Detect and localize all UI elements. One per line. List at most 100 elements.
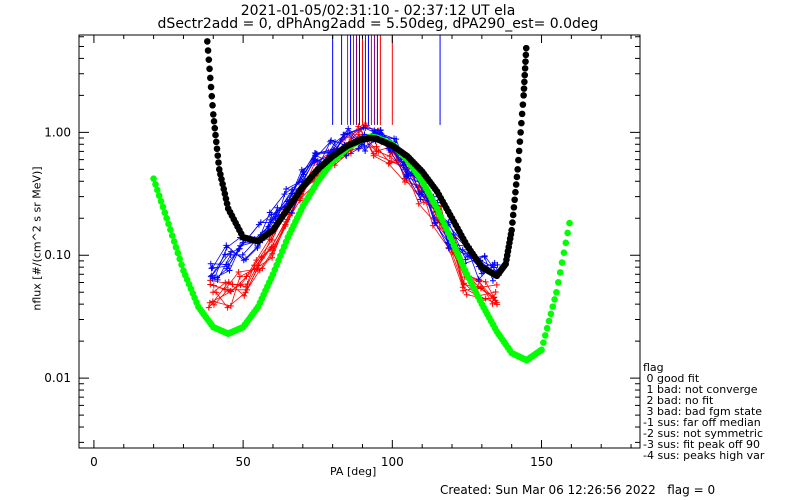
green-fit-point bbox=[538, 346, 545, 354]
green-fit-point bbox=[541, 332, 549, 339]
black-fit-point bbox=[521, 71, 529, 79]
data-point-blue bbox=[431, 214, 438, 221]
data-point-blue bbox=[223, 242, 230, 249]
y-tick-label: 0.10 bbox=[44, 248, 71, 262]
black-fit-point bbox=[515, 156, 522, 164]
green-fit-point bbox=[161, 209, 169, 216]
data-point-blue bbox=[417, 196, 424, 203]
flag-legend-item: 2 bad: no fit bbox=[643, 394, 714, 407]
data-point-red bbox=[222, 279, 229, 286]
flag-legend-item: -3 sus: fit peak off 90 bbox=[643, 438, 760, 451]
black-fit-point bbox=[204, 47, 212, 54]
footer-created: Created: Sun Mar 06 12:26:56 2022 flag =… bbox=[440, 483, 715, 497]
black-fit-point bbox=[210, 117, 218, 125]
data-point-blue bbox=[360, 124, 367, 131]
x-tick-label: 0 bbox=[90, 455, 98, 469]
data-point-blue bbox=[419, 188, 426, 195]
data-point-red bbox=[269, 254, 276, 261]
data-point-blue bbox=[481, 252, 488, 259]
data-point-red bbox=[482, 295, 489, 302]
y-tick-label: 1.00 bbox=[44, 125, 71, 139]
green-fit-point bbox=[157, 197, 165, 205]
y-axis-label: nflux [#/(cm^2 s sr MeV)] bbox=[30, 166, 44, 311]
data-point-red bbox=[224, 304, 231, 311]
data-trace-blue bbox=[217, 126, 500, 280]
data-point-blue bbox=[343, 152, 350, 159]
data-point-blue bbox=[408, 170, 415, 177]
data-point-blue bbox=[235, 246, 242, 253]
green-fit-point bbox=[566, 219, 573, 227]
data-point-red bbox=[235, 269, 242, 276]
data-point-blue bbox=[255, 221, 262, 228]
data-point-blue bbox=[214, 276, 221, 283]
data-point-red bbox=[482, 278, 489, 285]
data-point-blue bbox=[207, 260, 214, 267]
black-fit-point bbox=[509, 219, 516, 226]
data-point-red bbox=[207, 281, 214, 288]
data-point-red bbox=[206, 299, 213, 306]
green-fit-point bbox=[174, 249, 182, 257]
data-point-blue bbox=[288, 209, 295, 216]
data-point-red bbox=[224, 286, 231, 293]
data-point-blue bbox=[207, 273, 214, 280]
data-point-red bbox=[227, 303, 234, 310]
data-point-red bbox=[386, 153, 393, 160]
black-fit-point bbox=[509, 211, 517, 219]
data-point-red bbox=[493, 281, 500, 288]
green-fit-point bbox=[167, 226, 174, 234]
green-fit-point bbox=[172, 243, 180, 251]
data-point-blue bbox=[222, 251, 229, 258]
data-point-red bbox=[210, 301, 217, 308]
data-point-red bbox=[244, 286, 251, 293]
green-fit-point bbox=[154, 186, 161, 194]
black-fit-point bbox=[208, 92, 216, 100]
data-point-blue bbox=[327, 138, 334, 145]
data-point-blue bbox=[361, 143, 368, 150]
x-tick-label: 100 bbox=[381, 455, 404, 469]
data-point-blue bbox=[267, 216, 274, 223]
data-point-blue bbox=[311, 156, 318, 163]
data-point-red bbox=[210, 289, 217, 296]
data-point-blue bbox=[225, 262, 232, 269]
black-fit-point bbox=[517, 129, 524, 136]
black-fit-point bbox=[520, 85, 528, 92]
data-point-red bbox=[205, 304, 212, 311]
data-point-red bbox=[459, 284, 466, 291]
black-fit-point bbox=[515, 147, 523, 155]
green-fit-point bbox=[170, 238, 178, 245]
green-fit-point bbox=[555, 279, 562, 286]
data-point-blue bbox=[494, 261, 501, 268]
data-point-red bbox=[256, 267, 263, 274]
green-fit-point bbox=[564, 229, 571, 237]
green-fit-point bbox=[176, 255, 184, 263]
data-point-blue bbox=[311, 149, 318, 156]
data-point-blue bbox=[431, 220, 438, 227]
flag-legend-item: 1 bad: not converge bbox=[643, 383, 758, 396]
plot-frame bbox=[78, 34, 641, 449]
data-point-red bbox=[355, 123, 362, 130]
chart-subtitle: dSectr2add = 0, dPhAng2add = 5.50deg, dP… bbox=[157, 16, 599, 32]
data-point-red bbox=[388, 158, 395, 165]
data-point-red bbox=[243, 273, 250, 280]
data-point-blue bbox=[268, 211, 275, 218]
green-fit-point bbox=[152, 181, 159, 188]
footer-flag: flag = 0 bbox=[667, 483, 716, 497]
data-point-red bbox=[251, 262, 258, 269]
flag-legend-item: -2 sus: not symmetric bbox=[643, 427, 763, 440]
data-point-red bbox=[385, 160, 392, 167]
green-fit-point bbox=[150, 175, 157, 182]
black-fit-point bbox=[206, 74, 214, 82]
chart-title: 2021-01-05/02:31:10 - 02:37:12 UT ela bbox=[240, 3, 516, 19]
green-fit-point bbox=[553, 288, 560, 296]
data-point-blue bbox=[346, 130, 353, 137]
data-point-blue bbox=[362, 147, 369, 154]
black-fit-point bbox=[520, 92, 527, 99]
black-fit-point bbox=[207, 83, 215, 91]
black-fit-point bbox=[522, 51, 530, 59]
data-point-red bbox=[355, 131, 362, 138]
data-point-blue bbox=[274, 204, 281, 211]
black-fit-point bbox=[512, 181, 520, 188]
data-point-red bbox=[492, 297, 499, 304]
data-point-red bbox=[227, 288, 234, 295]
green-fit-point bbox=[163, 214, 170, 222]
